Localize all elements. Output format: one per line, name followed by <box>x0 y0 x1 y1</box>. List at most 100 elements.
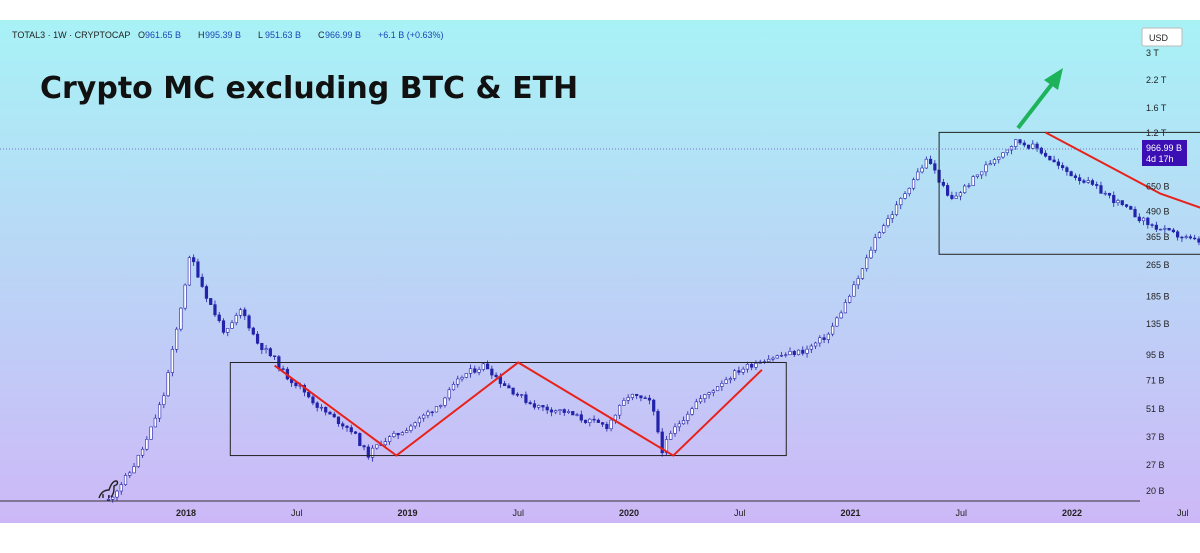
candle-body <box>664 439 669 454</box>
chart-header: TOTAL3 · 1W · CRYPTOCAP O 961.65 B H 995.39 … <box>12 30 444 40</box>
candle-body <box>434 406 439 413</box>
header-ohlc-value: 966.99 B <box>325 30 361 40</box>
candle-body <box>779 355 784 357</box>
candle-body <box>771 357 775 360</box>
candle-body <box>192 257 196 263</box>
candle-body <box>1035 143 1039 149</box>
candle-body <box>145 439 149 450</box>
rounding-bottom-curve <box>1044 131 1200 209</box>
candle-body <box>1129 206 1133 210</box>
candle-body <box>907 187 911 195</box>
candle-body <box>396 432 400 436</box>
candle-body <box>882 225 886 233</box>
candle-body <box>1171 229 1175 233</box>
candle-body <box>375 444 379 449</box>
candle-body <box>217 314 221 322</box>
candle-body <box>209 298 213 305</box>
y-tick-label: 135 B <box>1146 319 1170 329</box>
candle-body <box>1056 161 1060 166</box>
candle-body <box>443 397 447 406</box>
candle-body <box>311 396 315 404</box>
candle-body <box>1188 236 1193 239</box>
x-tick-label: Jul <box>955 508 967 518</box>
candle-body <box>247 315 251 329</box>
candle-body <box>1107 192 1112 196</box>
candle-body <box>728 378 732 381</box>
last-price-value: 966.99 B <box>1146 143 1182 153</box>
candle-body <box>660 431 664 454</box>
candle-body <box>1197 238 1200 243</box>
candle-body <box>784 354 788 356</box>
candle-body <box>545 406 549 411</box>
candle-body <box>366 446 370 458</box>
y-tick-label: 650 B <box>1146 182 1170 192</box>
candle-body <box>456 378 460 385</box>
candle-body <box>856 278 860 286</box>
candle-body <box>400 432 404 436</box>
candle-body <box>958 192 962 197</box>
x-tick-label: 2021 <box>840 508 860 518</box>
currency-button[interactable]: USD <box>1141 27 1183 47</box>
candle-body <box>422 414 426 419</box>
candle-body <box>1095 184 1099 186</box>
candle-body <box>630 393 635 398</box>
candle-body <box>647 397 652 401</box>
candle-body <box>809 345 813 350</box>
candle-body <box>720 383 724 387</box>
candle-body <box>1061 165 1065 168</box>
candle-body <box>128 472 132 476</box>
candle-body <box>494 374 498 377</box>
candle-body <box>119 484 123 492</box>
candle-body <box>1137 216 1141 222</box>
candle-body <box>132 466 136 474</box>
candle-body <box>328 411 332 415</box>
x-tick-label: Jul <box>1177 508 1189 518</box>
candle-body <box>392 432 396 437</box>
candle-body <box>980 171 984 176</box>
candle-body <box>775 355 779 359</box>
candle-body <box>975 174 980 177</box>
y-tick-label: 20 B <box>1146 486 1165 496</box>
candle-body <box>839 312 843 319</box>
candle-body <box>1146 217 1150 225</box>
pattern-annotations <box>229 131 1200 457</box>
candle-body <box>464 373 468 378</box>
candle-body <box>690 408 694 415</box>
candle-body <box>1090 180 1095 185</box>
candle-body <box>315 402 319 408</box>
candle-body <box>894 204 899 215</box>
candle-body <box>741 368 745 373</box>
candle-body <box>175 328 179 350</box>
candle-body <box>592 418 596 421</box>
candle-body <box>268 348 272 357</box>
candle-body <box>1009 146 1014 151</box>
candle-body <box>669 433 673 440</box>
candle-body <box>818 337 822 344</box>
candle-body <box>383 441 387 446</box>
candle-body <box>622 400 626 406</box>
candle-body <box>984 164 988 173</box>
candle-body <box>566 411 571 413</box>
candle-body <box>715 386 720 392</box>
candle-body <box>537 405 541 408</box>
candle-body <box>681 420 686 425</box>
candle-body <box>1048 155 1052 161</box>
candle-body <box>234 315 238 324</box>
candle-body <box>524 394 528 403</box>
candle-body <box>860 268 865 279</box>
x-tick-label: Jul <box>734 508 746 518</box>
candle-body <box>618 405 622 416</box>
header-ohlc-label: O <box>138 30 145 40</box>
candle-body <box>417 417 422 424</box>
candle-body <box>179 307 183 330</box>
candle-body <box>571 411 575 416</box>
candle-body <box>1120 200 1124 205</box>
candle-body <box>507 385 511 389</box>
candle-body <box>251 327 255 335</box>
x-tick-label: 2020 <box>619 508 639 518</box>
candle-body <box>656 411 660 433</box>
candle-body <box>162 395 166 405</box>
y-axis: 3 T 2.2 T 1.6 T 1.2 T 650 B 490 B 365 B 265 B 18… <box>1146 48 1170 496</box>
candle-body <box>1184 236 1188 238</box>
